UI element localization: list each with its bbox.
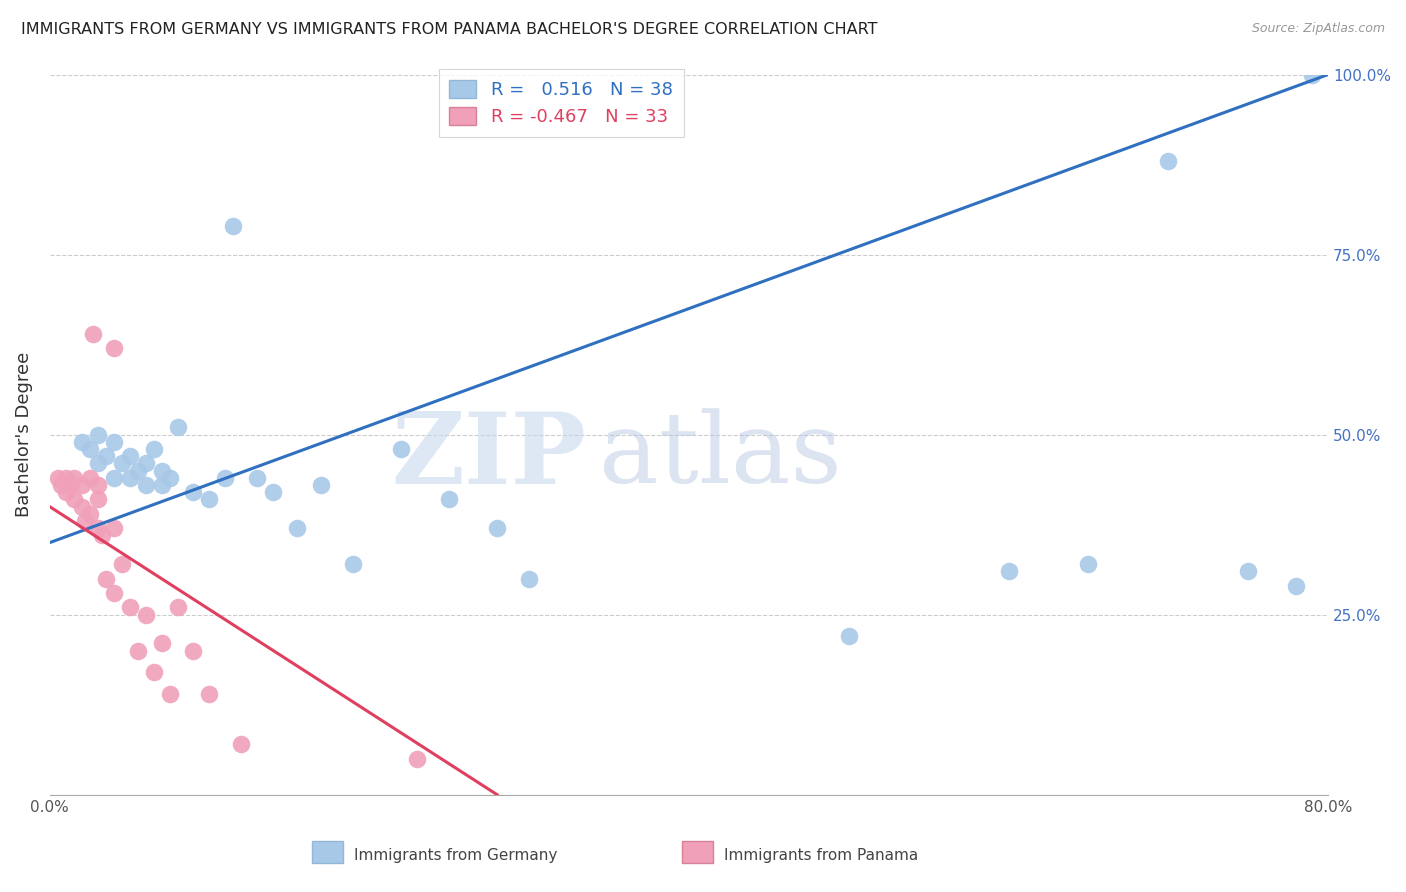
Text: Immigrants from Panama: Immigrants from Panama <box>724 848 918 863</box>
Point <box>517 572 540 586</box>
Point <box>997 565 1019 579</box>
Text: Immigrants from Germany: Immigrants from Germany <box>354 848 558 863</box>
Point <box>262 485 284 500</box>
Point <box>1285 579 1308 593</box>
Point <box>159 687 181 701</box>
Point <box>103 586 125 600</box>
Point <box>166 600 188 615</box>
Point <box>135 478 157 492</box>
Point <box>159 471 181 485</box>
Point <box>46 471 69 485</box>
Point <box>246 471 269 485</box>
Point <box>103 341 125 355</box>
Point <box>142 442 165 456</box>
Point <box>86 492 108 507</box>
Point <box>110 457 132 471</box>
Point <box>150 478 173 492</box>
Text: Source: ZipAtlas.com: Source: ZipAtlas.com <box>1251 22 1385 36</box>
Point <box>118 449 141 463</box>
Text: ZIP: ZIP <box>392 408 586 505</box>
Point <box>62 492 84 507</box>
Point <box>55 471 77 485</box>
Text: atlas: atlas <box>599 409 842 504</box>
Point <box>86 478 108 492</box>
Point <box>183 643 205 657</box>
Point <box>486 521 509 535</box>
Point <box>103 471 125 485</box>
Point <box>1301 68 1323 82</box>
Point <box>91 528 114 542</box>
Point <box>110 558 132 572</box>
Point <box>214 471 236 485</box>
Point <box>94 572 117 586</box>
Point <box>1237 565 1260 579</box>
Point <box>437 492 460 507</box>
Point <box>135 607 157 622</box>
Point <box>103 521 125 535</box>
Point <box>118 471 141 485</box>
Point <box>70 434 93 449</box>
Point <box>70 478 93 492</box>
Point <box>142 665 165 680</box>
Point <box>287 521 309 535</box>
Text: IMMIGRANTS FROM GERMANY VS IMMIGRANTS FROM PANAMA BACHELOR'S DEGREE CORRELATION : IMMIGRANTS FROM GERMANY VS IMMIGRANTS FR… <box>21 22 877 37</box>
Point <box>73 514 96 528</box>
Point <box>94 449 117 463</box>
Point <box>342 558 364 572</box>
Point <box>62 471 84 485</box>
Point <box>118 600 141 615</box>
Point <box>82 326 104 341</box>
Point <box>150 636 173 650</box>
Point <box>183 485 205 500</box>
Point <box>135 457 157 471</box>
Point <box>1157 153 1180 168</box>
Point <box>127 464 149 478</box>
Point <box>166 420 188 434</box>
Point <box>86 457 108 471</box>
Point <box>79 471 101 485</box>
Point <box>127 643 149 657</box>
Point <box>311 478 333 492</box>
Point <box>79 442 101 456</box>
Point <box>838 629 860 643</box>
Point <box>49 478 72 492</box>
Legend: R =   0.516   N = 38, R = -0.467   N = 33: R = 0.516 N = 38, R = -0.467 N = 33 <box>439 70 683 136</box>
Point <box>406 752 429 766</box>
Point <box>150 464 173 478</box>
Point <box>55 485 77 500</box>
Point <box>86 427 108 442</box>
Point <box>198 492 221 507</box>
Point <box>59 478 82 492</box>
Point <box>1077 558 1099 572</box>
Point <box>198 687 221 701</box>
Point <box>389 442 412 456</box>
Point <box>79 507 101 521</box>
Point <box>231 737 253 751</box>
Y-axis label: Bachelor's Degree: Bachelor's Degree <box>15 352 32 517</box>
Point <box>103 434 125 449</box>
Point <box>86 521 108 535</box>
Point <box>70 500 93 514</box>
Point <box>222 219 245 233</box>
